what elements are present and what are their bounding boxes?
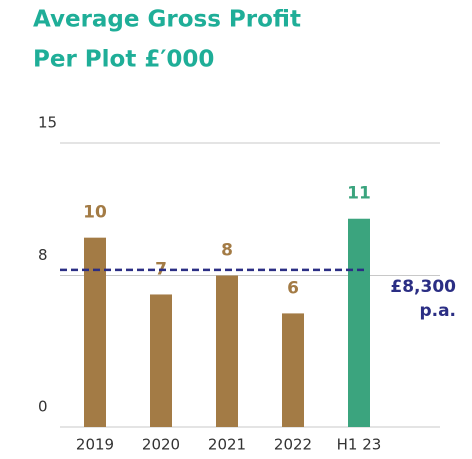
value-label: 8 (221, 241, 233, 261)
x-tick-label: 2020 (142, 436, 180, 454)
y-tick-label: 15 (38, 114, 57, 132)
bar (282, 313, 304, 427)
bar (150, 294, 172, 427)
y-tick-label: 0 (38, 398, 48, 416)
value-label: 10 (83, 203, 107, 223)
x-tick-label: H1 23 (337, 436, 382, 454)
value-label: 11 (347, 184, 371, 204)
bar (216, 275, 238, 427)
bar (84, 237, 106, 427)
value-label: 6 (287, 278, 299, 298)
x-tick-label: 2021 (208, 436, 246, 454)
reference-label: £8,300 (390, 277, 456, 297)
chart-title: Per Plot £′000 (33, 47, 214, 73)
chart-title: Average Gross Profit (33, 7, 301, 33)
y-tick-label: 8 (38, 246, 48, 264)
reference-label: p.a. (419, 301, 456, 321)
bar (348, 218, 370, 427)
x-tick-label: 2019 (76, 436, 114, 454)
x-tick-label: 2022 (274, 436, 312, 454)
